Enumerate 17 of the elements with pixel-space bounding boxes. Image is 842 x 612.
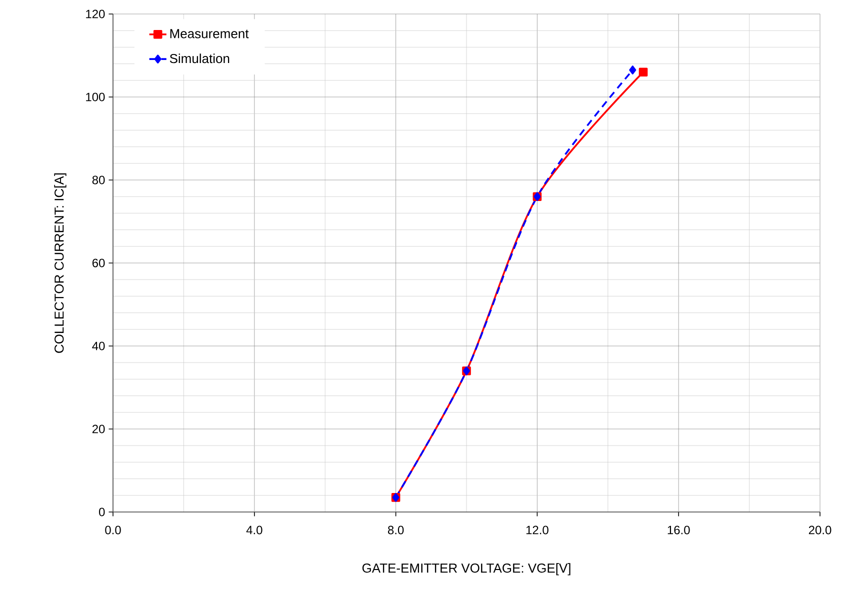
y-tick-label: 0 — [99, 508, 105, 516]
y-tick-label: 120 — [86, 10, 105, 18]
x-tick-label: 20.0 — [808, 526, 832, 534]
y-axis-title: COLLECTOR CURRENT: IC[A] — [54, 173, 66, 353]
y-tick-label: 20 — [92, 424, 105, 434]
y-tick-label: 100 — [86, 92, 105, 102]
x-tick-label: 4.0 — [246, 526, 262, 534]
y-tick-label: 40 — [92, 342, 105, 350]
x-tick-label: 16.0 — [668, 526, 690, 534]
y-tick-label: 80 — [92, 176, 105, 184]
x-tick-label: 0.0 — [105, 526, 121, 534]
legend-label: Measurement — [170, 29, 249, 38]
legend-label: Simulation — [170, 54, 230, 64]
x-tick-label: 12.0 — [526, 526, 548, 534]
y-tick-label: 60 — [92, 258, 105, 268]
x-tick-label: 8.0 — [388, 526, 404, 534]
x-axis-title: GATE-EMITTER VOLTAGE: VGE[V] — [362, 563, 570, 576]
